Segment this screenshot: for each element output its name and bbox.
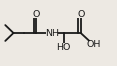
FancyBboxPatch shape [77,11,84,18]
FancyBboxPatch shape [33,11,40,18]
Text: O: O [77,10,84,19]
FancyBboxPatch shape [88,41,99,49]
Text: HO: HO [57,43,71,52]
Text: O: O [33,10,40,19]
FancyBboxPatch shape [46,29,58,37]
FancyBboxPatch shape [58,43,70,52]
Text: OH: OH [86,40,101,49]
Text: NH: NH [45,29,59,37]
